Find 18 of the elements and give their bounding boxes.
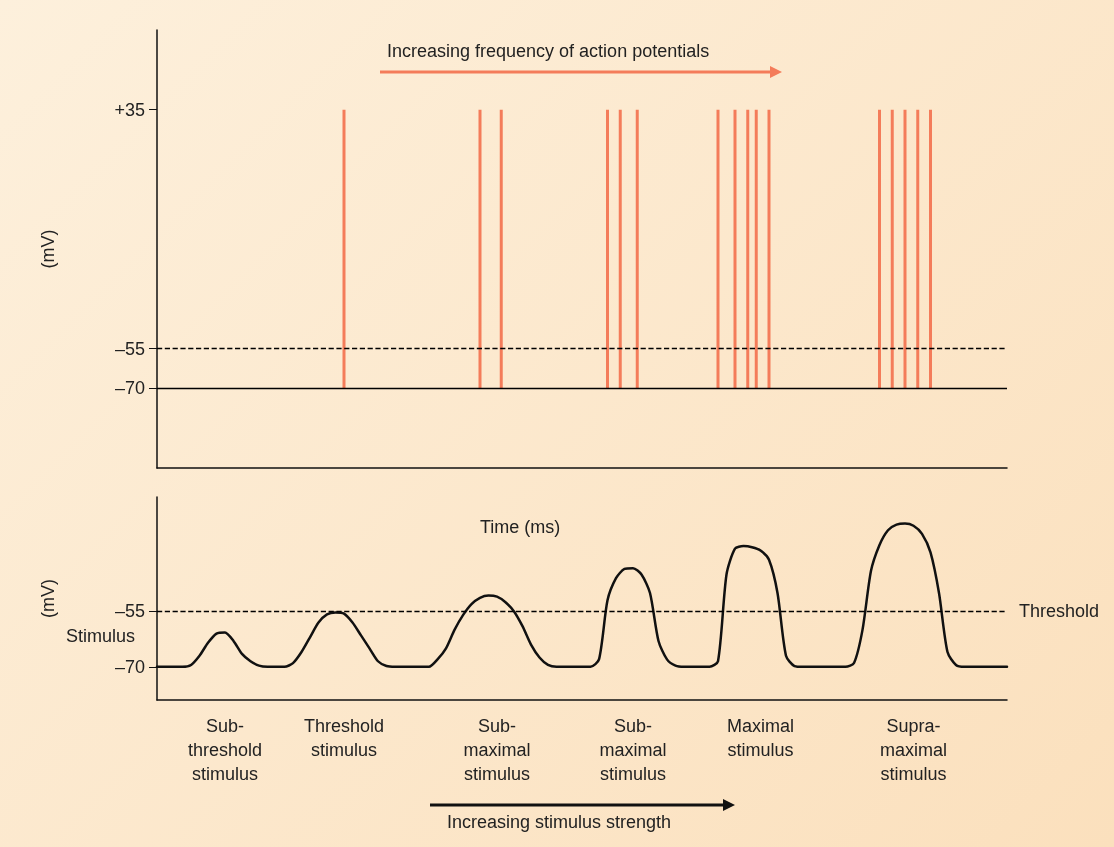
x-tick-label: Threshold stimulus	[303, 716, 385, 760]
y-axis-title: (mV)	[38, 579, 58, 618]
x-tick-label: Sub- maximal stimulus	[463, 716, 531, 784]
x-tick-label: Supra- maximal stimulus	[879, 716, 948, 784]
text: Stimulus	[66, 626, 136, 646]
x-tick-label: Maximal stimulus	[726, 716, 795, 760]
y-tick-label: –70	[114, 378, 145, 399]
y-tick-label: +35	[114, 99, 145, 120]
y-tick-label: –70	[114, 656, 145, 677]
y-axis-title: (mV)	[38, 229, 58, 269]
y-tick-label: –55	[114, 601, 145, 622]
ref-line-label: Threshold	[1019, 601, 1100, 622]
annotation: Increasing frequency of action potentials	[387, 41, 710, 61]
annotation: Time (ms)	[480, 517, 561, 537]
x-tick-label: Sub- maximal stimulus	[599, 716, 667, 784]
y-tick-label: –55	[114, 338, 145, 359]
x-tick-label: Sub- threshold stimulus	[187, 716, 263, 784]
text: Increasing stimulus strength	[447, 812, 672, 832]
